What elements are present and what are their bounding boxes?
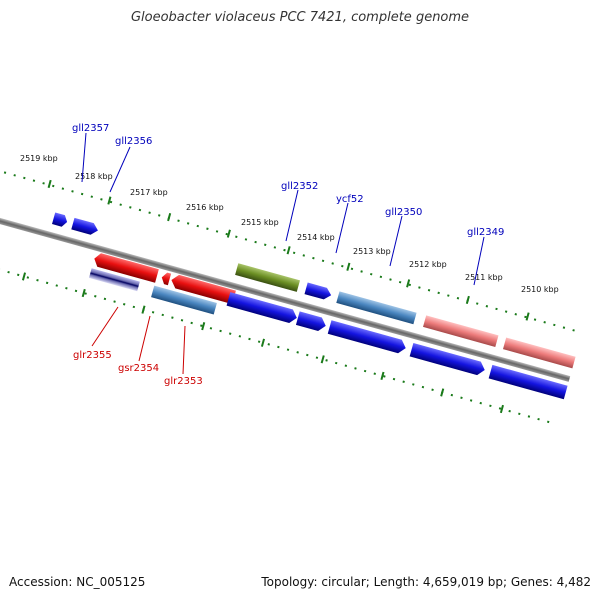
genome-summary-text: Topology: circular; Length: 4,659,019 bp…	[261, 575, 591, 589]
scale-track-upper	[0, 158, 583, 334]
reverse-gene-labels: glr2355 gsr2354 glr2353	[73, 306, 203, 387]
tick-label: 2510 kbp	[521, 285, 559, 294]
gene-feature[interactable]	[409, 342, 487, 377]
gene-feature[interactable]	[170, 273, 236, 305]
gene-feature[interactable]	[71, 217, 99, 237]
tick-label: 2517 kbp	[130, 188, 168, 197]
gene-label[interactable]: gll2352	[281, 181, 318, 192]
tick-label: 2515 kbp	[241, 218, 279, 227]
tick-label: 2516 kbp	[186, 203, 224, 212]
tick-label: 2518 kbp	[75, 172, 113, 181]
gene-feature[interactable]	[295, 311, 328, 332]
gene-feature[interactable]	[327, 320, 408, 355]
major-ticks-lower	[21, 272, 504, 414]
forward-strand-features	[0, 180, 576, 369]
gene-feature[interactable]	[488, 364, 568, 400]
gene-label[interactable]: gll2357	[72, 123, 109, 134]
gene-feature[interactable]	[226, 292, 299, 324]
tick-label: 2511 kbp	[465, 273, 503, 282]
scale-labels: 2519 kbp 2518 kbp 2517 kbp 2516 kbp 2515…	[20, 154, 559, 294]
reverse-strand-features	[88, 252, 568, 400]
gene-feature[interactable]	[0, 180, 2, 214]
scale-track-lower	[0, 249, 558, 426]
gene-label[interactable]: gll2349	[467, 227, 504, 238]
gene-feature[interactable]	[151, 285, 217, 315]
genome-backbone	[0, 202, 571, 382]
gene-feature[interactable]	[235, 263, 300, 292]
gene-feature[interactable]	[502, 337, 576, 369]
forward-gene-labels: gll2357 gll2356 gll2352 ycf52 gll2350 gl…	[72, 123, 504, 286]
gene-feature[interactable]	[92, 252, 159, 283]
gene-feature[interactable]	[423, 315, 499, 347]
tick-label: 2512 kbp	[409, 260, 447, 269]
gene-label[interactable]: gll2356	[115, 136, 152, 147]
tick-label: 2513 kbp	[353, 247, 391, 256]
gene-label[interactable]: glr2355	[73, 350, 112, 361]
tick-label: 2514 kbp	[297, 233, 335, 242]
gene-feature[interactable]	[336, 291, 417, 325]
gene-feature[interactable]	[304, 282, 332, 302]
genome-title: Gloeobacter violaceus PCC 7421, complete…	[130, 10, 470, 25]
accession-text: Accession: NC_005125	[9, 575, 146, 589]
tick-label: 2519 kbp	[20, 154, 58, 163]
gene-label[interactable]: gsr2354	[118, 363, 159, 374]
gene-feature[interactable]	[88, 268, 140, 292]
gene-label[interactable]: ycf52	[336, 194, 364, 205]
gene-feature[interactable]	[52, 212, 69, 227]
gene-label[interactable]: gll2350	[385, 207, 422, 218]
gene-feature[interactable]	[160, 272, 172, 286]
gene-label[interactable]: glr2353	[164, 376, 203, 387]
major-ticks-upper	[47, 179, 530, 321]
